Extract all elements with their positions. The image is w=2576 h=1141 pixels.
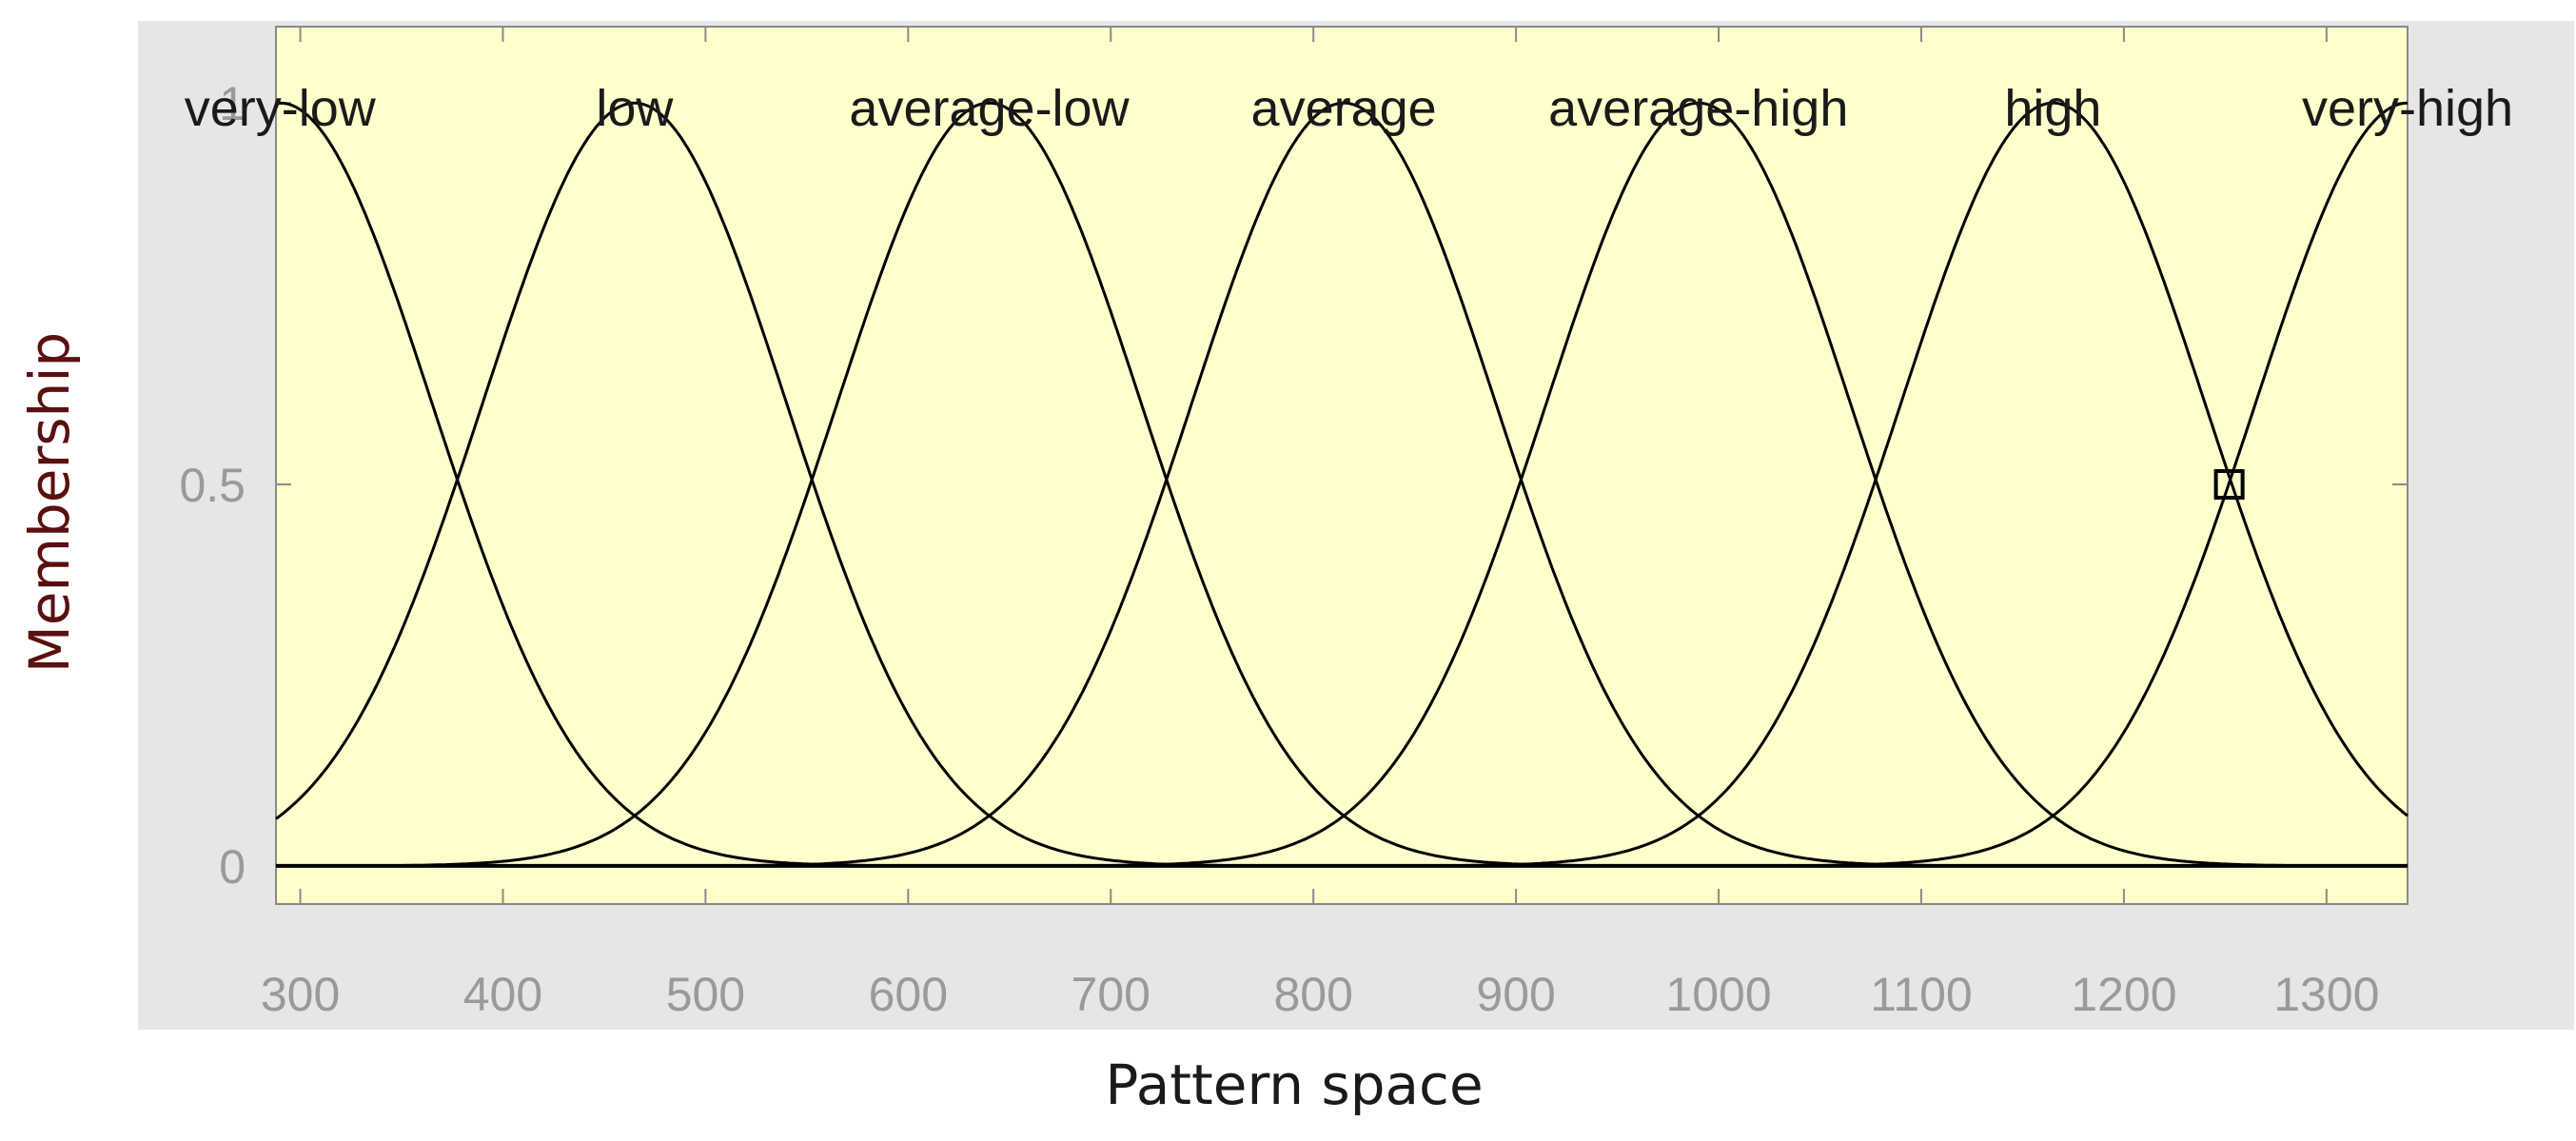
plot-area [275, 26, 2409, 905]
y-tick-label: 0.5 [179, 459, 246, 512]
membership-label-average-high: average-high [1548, 80, 1848, 137]
y-tick-labels: 00.51 [179, 77, 246, 894]
x-tick-label: 700 [1072, 968, 1150, 1021]
y-tick-label: 0 [219, 840, 246, 894]
x-tick-labels: 300 400 500 600 700 800 900 1000 1100 1200 1300 [261, 968, 2380, 1021]
y-axis-title: Membership [17, 332, 82, 673]
membership-label-very-high: very-high [2302, 80, 2513, 137]
x-tick-label: 600 [869, 968, 948, 1021]
selection-marker[interactable] [2213, 469, 2245, 501]
x-tick-label: 1100 [1870, 968, 1973, 1021]
membership-label-high: high [2004, 80, 2101, 137]
x-tick-label: 900 [1476, 968, 1555, 1021]
x-tick-label: 500 [666, 968, 745, 1021]
x-axis-title: Pattern space [1105, 1052, 1483, 1117]
x-tick-label: 1200 [2071, 968, 2176, 1021]
membership-label-average: average [1251, 80, 1437, 137]
membership-curves [275, 101, 2409, 868]
x-tick-label: 1000 [1665, 968, 1771, 1021]
x-tick-label: 300 [261, 968, 340, 1021]
membership-curve-very-high [276, 101, 2409, 868]
x-tick-label: 800 [1273, 968, 1352, 1021]
membership-label-average-low: average-low [849, 80, 1130, 137]
x-tick-label: 400 [463, 968, 542, 1021]
membership-label-very-low: very-low [185, 80, 377, 137]
membership-label-low: low [596, 80, 674, 137]
axis-ticks [276, 27, 2408, 904]
membership-labels: very-low low average-low average average-hig… [185, 80, 2513, 137]
y-tick-label: 1 [219, 77, 246, 130]
x-tick-label: 1300 [2273, 968, 2379, 1021]
